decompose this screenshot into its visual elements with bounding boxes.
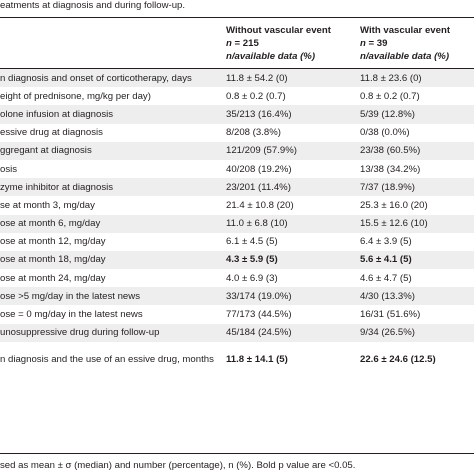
column-header-without-event: Without vascular event n = 215 n/availab… [226, 24, 331, 63]
results-table: n diagnosis and onset of corticotherapy,… [0, 69, 474, 378]
value-without-event: 11.8 ± 54.2 (0) [226, 69, 360, 88]
table-row: essive drug at diagnosis 8/208 (3.8%) 0/38… [0, 124, 474, 142]
column-header-subtitle: n/available data (%) [360, 51, 450, 62]
value-with-event: 5.6 ± 4.1 (5) [360, 250, 474, 270]
column-header-n: n = 39 [360, 37, 450, 50]
value-without-event: 11.0 ± 6.8 (10) [226, 214, 360, 233]
row-label: ggregant at diagnosis [0, 141, 226, 160]
n-value: = 39 [365, 38, 388, 49]
value-with-event: 0.8 ± 0.2 (0.7) [360, 90, 420, 102]
value-with-event: 4.6 ± 4.7 (5) [360, 272, 412, 284]
table-row: ose at month 18, mg/day 4.3 ± 5.9 (5) 5.6 … [0, 250, 474, 270]
table-row: zyme inhibitor at diagnosis 23/201 (11.4%… [0, 178, 474, 197]
value-with-event: 16/31 (51.6%) [360, 309, 421, 321]
table-row: unosuppressive drug during follow-up 45/1… [0, 323, 474, 342]
table-footnote: sed as mean ± σ (median) and number (per… [0, 460, 356, 471]
value-without-event: 8/208 (3.8%) [226, 127, 281, 139]
table-row: ose at month 24, mg/day 4.0 ± 6.9 (3) 4.6 … [0, 269, 474, 287]
row-label: olone infusion at diagnosis [0, 105, 226, 124]
row-label: zyme inhibitor at diagnosis [0, 178, 226, 197]
table-row: olone infusion at diagnosis 35/213 (16.4%… [0, 105, 474, 124]
value-with-event: 13/38 (34.2%) [360, 163, 421, 175]
value-without-event: 23/201 (11.4%) [226, 178, 360, 197]
table-row: ose at month 12, mg/day 6.1 ± 4.5 (5) 6.4 … [0, 233, 474, 251]
value-with-event: 25.3 ± 16.0 (20) [360, 199, 428, 211]
value-without-event: 4.3 ± 5.9 (5) [226, 250, 360, 270]
table-row: ose >5 mg/day in the latest news 33/174 (… [0, 287, 474, 306]
row-label: ose at month 6, mg/day [0, 214, 226, 233]
value-with-event: 22.6 ± 24.6 (12.5) [360, 353, 436, 365]
n-symbol: n [226, 38, 232, 49]
n-symbol: n [360, 38, 366, 49]
table-row: n diagnosis and onset of corticotherapy,… [0, 69, 474, 88]
value-without-event: 0.8 ± 0.2 (0.7) [226, 90, 286, 102]
value-with-event: 7/37 (18.9%) [360, 178, 474, 197]
column-header-title: Without vascular event [226, 25, 331, 36]
value-without-event: 21.4 ± 10.8 (20) [226, 199, 294, 211]
row-label: n diagnosis and the use of an essive dru… [0, 353, 214, 365]
row-label: ose at month 24, mg/day [0, 272, 106, 284]
value-without-event: 4.0 ± 6.9 (3) [226, 272, 278, 284]
value-with-event: 0/38 (0.0%) [360, 127, 410, 139]
value-without-event: 6.1 ± 4.5 (5) [226, 236, 278, 248]
table-row: n diagnosis and the use of an essive dru… [0, 342, 474, 378]
row-label: ose at month 18, mg/day [0, 250, 226, 270]
top-rule [0, 17, 474, 18]
table-row: osis 40/208 (19.2%) 13/38 (34.2%) [0, 160, 474, 178]
value-with-event: 15.5 ± 12.6 (10) [360, 214, 474, 233]
value-with-event: 23/38 (60.5%) [360, 141, 474, 160]
results-table-body: n diagnosis and onset of corticotherapy,… [0, 69, 474, 378]
value-with-event: 9/34 (26.5%) [360, 323, 474, 342]
row-label: ose >5 mg/day in the latest news [0, 287, 226, 306]
column-header-subtitle: n/available data (%) [226, 51, 316, 62]
table-row: eight of prednisone, mg/kg per day) 0.8 ±… [0, 87, 474, 105]
row-label: ose at month 12, mg/day [0, 236, 106, 248]
column-header-n: n = 215 [226, 37, 331, 50]
table-row: ggregant at diagnosis 121/209 (57.9%) 23/3… [0, 141, 474, 160]
bottom-rule [0, 453, 474, 454]
column-header-title: With vascular event [360, 25, 451, 36]
table-row: ose = 0 mg/day in the latest news 77/173 … [0, 305, 474, 323]
value-without-event: 77/173 (44.5%) [226, 309, 292, 321]
value-with-event: 5/39 (12.8%) [360, 105, 474, 124]
column-header-with-event: With vascular event n = 39 n/available d… [360, 24, 450, 63]
value-with-event: 6.4 ± 3.9 (5) [360, 236, 412, 248]
value-without-event: 33/174 (19.0%) [226, 287, 360, 306]
value-with-event: 11.8 ± 23.6 (0) [360, 69, 474, 88]
table-caption: eatments at diagnosis and during follow-… [0, 0, 186, 11]
header-rule [0, 68, 474, 69]
value-without-event: 121/209 (57.9%) [226, 141, 360, 160]
row-label: ose = 0 mg/day in the latest news [0, 309, 143, 321]
value-without-event: 40/208 (19.2%) [226, 163, 292, 175]
row-label: eight of prednisone, mg/kg per day) [0, 90, 151, 102]
value-without-event: 11.8 ± 14.1 (5) [226, 353, 288, 365]
row-label: osis [0, 163, 18, 175]
row-label: se at month 3, mg/day [0, 199, 95, 211]
n-value: = 215 [231, 38, 259, 49]
row-label: essive drug at diagnosis [0, 127, 103, 139]
value-without-event: 35/213 (16.4%) [226, 105, 360, 124]
row-label: n diagnosis and onset of corticotherapy,… [0, 69, 226, 88]
table-row: ose at month 6, mg/day 11.0 ± 6.8 (10) 15.… [0, 214, 474, 233]
value-with-event: 4/30 (13.3%) [360, 287, 474, 306]
row-label: unosuppressive drug during follow-up [0, 323, 226, 342]
table-row: se at month 3, mg/day 21.4 ± 10.8 (20) 25.… [0, 196, 474, 214]
value-without-event: 45/184 (24.5%) [226, 323, 360, 342]
